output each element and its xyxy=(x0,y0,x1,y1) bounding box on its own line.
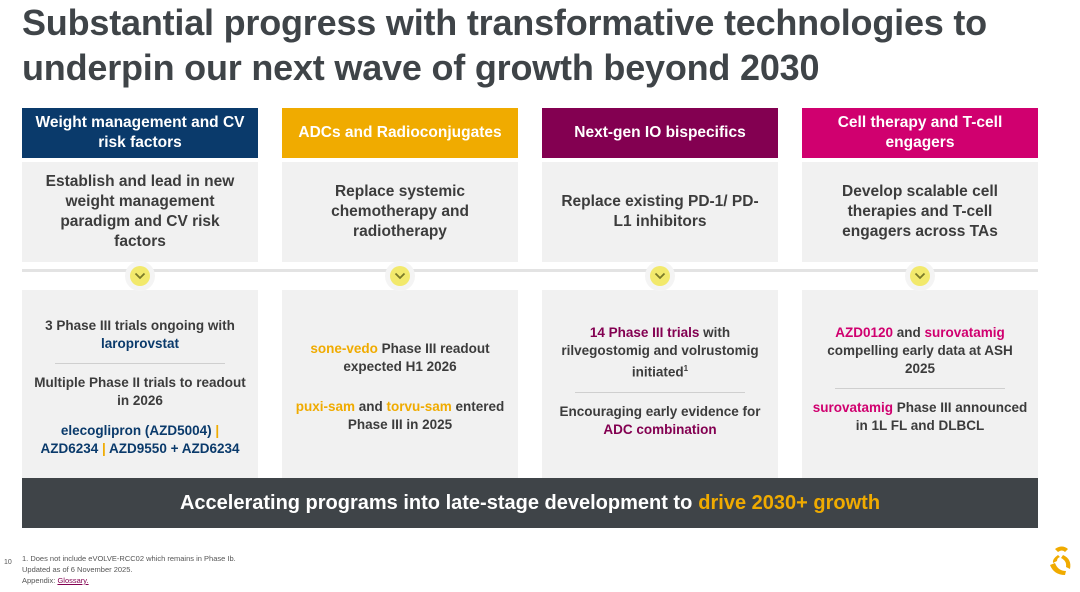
progress-item: Encouraging early evidence for ADC combi… xyxy=(559,403,761,437)
chevron-down-icon xyxy=(654,272,666,280)
banner-highlight: drive 2030+ growth xyxy=(698,491,881,514)
asset-name: 14 Phase III trials xyxy=(589,325,700,340)
column-cell-therapy: Cell therapy and T-cell engagers Develop… xyxy=(802,108,1038,484)
column-goal: Establish and lead in new weight managem… xyxy=(22,162,258,262)
asset-name: surovatamig xyxy=(924,325,1005,340)
asset-name: torvu-sam xyxy=(386,399,452,414)
asset-name: AZD6234 xyxy=(40,440,99,456)
progress-item: puxi-sam and torvu-sam entered Phase III… xyxy=(295,399,505,432)
column-header: Next-gen IO bispecifics xyxy=(542,108,778,158)
divider xyxy=(575,391,745,393)
chevron-down-icon xyxy=(134,272,146,280)
asset-name: ADC combination xyxy=(603,421,717,437)
asset-name: sone-vedo xyxy=(310,341,378,356)
asset-name: AZD9550 + AZD6234 xyxy=(109,440,240,456)
divider xyxy=(835,388,1005,389)
divider xyxy=(55,362,225,364)
footnotes: 1. Does not include eVOLVE-RCC02 which r… xyxy=(22,553,236,586)
timeline-marker xyxy=(542,261,778,291)
column-goal: Replace existing PD-1/ PD-L1 inhibitors xyxy=(542,162,778,262)
progress-item: elecoglipron (AZD5004) | AZD6234 | AZD95… xyxy=(40,422,240,456)
updated-note: Updated as of 6 November 2025. xyxy=(22,565,133,574)
column-header: Weight management and CV risk factors xyxy=(22,108,258,158)
footnote-ref: 1 xyxy=(683,364,689,373)
column-body: AZD0120 and surovatamig compelling early… xyxy=(802,290,1038,484)
page-title: Substantial progress with transformative… xyxy=(22,0,1062,90)
progress-item: Multiple Phase II trials to readout in 2… xyxy=(34,374,246,408)
title-line-1: Substantial progress with transformative… xyxy=(22,2,987,43)
column-body: 14 Phase III trials with rilvegostomig a… xyxy=(542,290,778,484)
asset-name: laroprovstat xyxy=(100,335,180,351)
progress-item: surovatamig Phase III announced in 1L FL… xyxy=(812,400,1028,433)
asset-name: surovatamig xyxy=(812,400,893,415)
company-logo-icon xyxy=(1050,546,1071,575)
progress-item: sone-vedo Phase III readout expected H1 … xyxy=(310,341,490,374)
chevron-down-icon xyxy=(914,272,926,280)
chevron-down-icon xyxy=(394,272,406,280)
asset-name: puxi-sam xyxy=(295,399,355,414)
timeline-line xyxy=(22,269,1038,272)
column-weight-management: Weight management and CV risk factors Es… xyxy=(22,108,258,484)
progress-item: AZD0120 and surovatamig compelling early… xyxy=(827,325,1013,376)
banner-text: Accelerating programs into late-stage de… xyxy=(179,491,693,514)
timeline-marker xyxy=(22,261,258,291)
timeline-marker xyxy=(282,261,518,291)
column-goal: Replace systemic chemotherapy and radiot… xyxy=(282,162,518,262)
progress-item: 14 Phase III trials with rilvegostomig a… xyxy=(561,325,759,380)
title-line-2: underpin our next wave of growth beyond … xyxy=(22,47,820,88)
glossary-link[interactable]: Glossary. xyxy=(57,576,89,585)
timeline-marker xyxy=(802,261,1038,291)
column-goal: Develop scalable cell therapies and T-ce… xyxy=(802,162,1038,262)
column-header: ADCs and Radioconjugates xyxy=(282,108,518,158)
appendix-note: Appendix: Glossary. xyxy=(22,576,89,585)
column-body: sone-vedo Phase III readout expected H1 … xyxy=(282,290,518,484)
column-body: 3 Phase III trials ongoing with laroprov… xyxy=(22,290,258,484)
column-adcs: ADCs and Radioconjugates Replace systemi… xyxy=(282,108,518,484)
column-io-bispecifics: Next-gen IO bispecifics Replace existing… xyxy=(542,108,778,484)
column-header: Cell therapy and T-cell engagers xyxy=(802,108,1038,158)
asset-name: elecoglipron (AZD5004) xyxy=(60,422,212,438)
asset-name: AZD0120 xyxy=(835,325,893,340)
footnote-1: 1. Does not include eVOLVE-RCC02 which r… xyxy=(22,554,236,563)
summary-banner: Accelerating programs into late-stage de… xyxy=(22,478,1038,528)
page-number: 10 xyxy=(4,559,12,566)
progress-item: 3 Phase III trials ongoing with laroprov… xyxy=(45,317,235,351)
